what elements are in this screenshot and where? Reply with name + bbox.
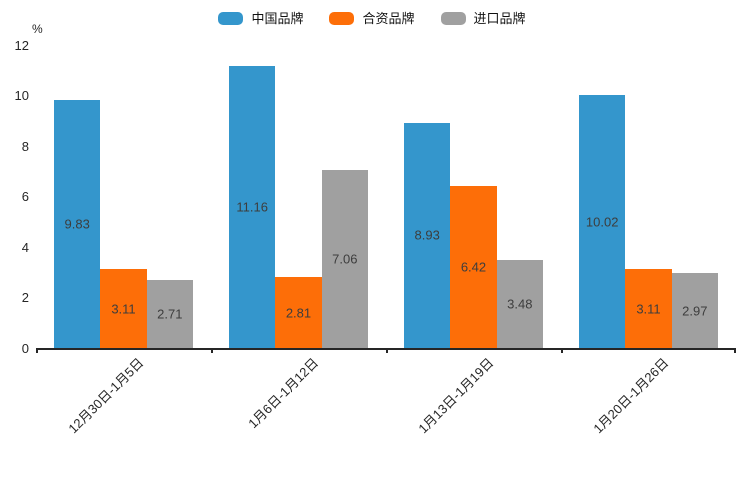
legend-item-2: 进口品牌 — [440, 10, 526, 26]
y-axis-tick-label: 12 — [14, 37, 29, 53]
bar-value-label: 9.83 — [64, 216, 90, 232]
x-axis-tick — [386, 348, 388, 353]
y-axis-tick-label: 4 — [21, 239, 29, 255]
x-axis-tick-label: 1月20日-1月26日 — [590, 355, 672, 437]
bar-value-label: 3.48 — [507, 296, 533, 312]
bar-value-label: 8.93 — [414, 227, 440, 243]
bar-group1-series0: 11.16 — [229, 66, 276, 348]
bar-group1-series2: 7.06 — [321, 169, 368, 348]
y-axis-tick-label: 6 — [21, 189, 29, 204]
x-axis-tick — [211, 348, 213, 353]
bar-group3-series2: 2.97 — [671, 273, 718, 348]
bar-group3-series0: 10.02 — [579, 95, 626, 348]
bar-value-label: 3.11 — [111, 301, 136, 317]
bar-group0-series0: 9.83 — [54, 99, 101, 348]
bar-group3-series1: 3.11 — [625, 269, 672, 348]
bar-group1-series1: 2.81 — [275, 277, 322, 348]
legend-swatch-icon — [218, 11, 244, 25]
y-axis-tick-label: 10 — [14, 88, 29, 103]
bar-group0-series2: 2.71 — [146, 279, 193, 348]
bar-value-label: 3.11 — [636, 301, 661, 317]
bar-value-label: 7.06 — [332, 251, 358, 267]
x-axis-tick — [36, 348, 38, 353]
y-axis-tick-label: 8 — [21, 138, 29, 154]
legend-label: 合资品牌 — [362, 10, 415, 26]
legend-item-1: 合资品牌 — [329, 10, 415, 26]
bar-value-label: 10.02 — [585, 214, 619, 229]
y-axis-unit-label: % — [32, 22, 43, 36]
bar-group2-series2: 3.48 — [496, 260, 543, 348]
bar-value-label: 2.71 — [157, 306, 183, 322]
bar-group2-series0: 8.93 — [404, 122, 451, 348]
x-axis-tick-label: 1月13日-1月19日 — [415, 355, 497, 437]
bar-value-label: 2.81 — [285, 305, 312, 321]
legend-item-0: 中国品牌 — [218, 10, 304, 26]
bar-group2-series1: 6.42 — [450, 185, 497, 348]
legend-label: 进口品牌 — [473, 10, 526, 26]
bar-value-label: 6.42 — [460, 259, 487, 275]
plot-area: 9.83 3.11 2.71 11.16 2.81 7.06 8.93 6.42 3.48 10.… — [36, 45, 736, 353]
x-axis-tick — [561, 348, 563, 353]
bar-group0-series1: 3.11 — [100, 269, 147, 348]
x-axis-tick — [734, 348, 736, 353]
x-axis-tick-label: 1月6日-1月12日 — [245, 355, 322, 432]
legend-swatch-icon — [440, 11, 466, 25]
y-axis-tick-label: 0 — [21, 340, 29, 356]
bar-value-label: 11.16 — [236, 199, 268, 215]
legend-swatch-icon — [329, 11, 355, 25]
bar-value-label: 2.97 — [682, 303, 708, 318]
legend: 中国品牌 合资品牌 进口品牌 — [0, 8, 744, 28]
y-axis-tick-label: 2 — [21, 290, 29, 305]
x-axis-tick-label: 12月30日-1月5日 — [65, 355, 147, 437]
legend-label: 中国品牌 — [251, 10, 304, 26]
